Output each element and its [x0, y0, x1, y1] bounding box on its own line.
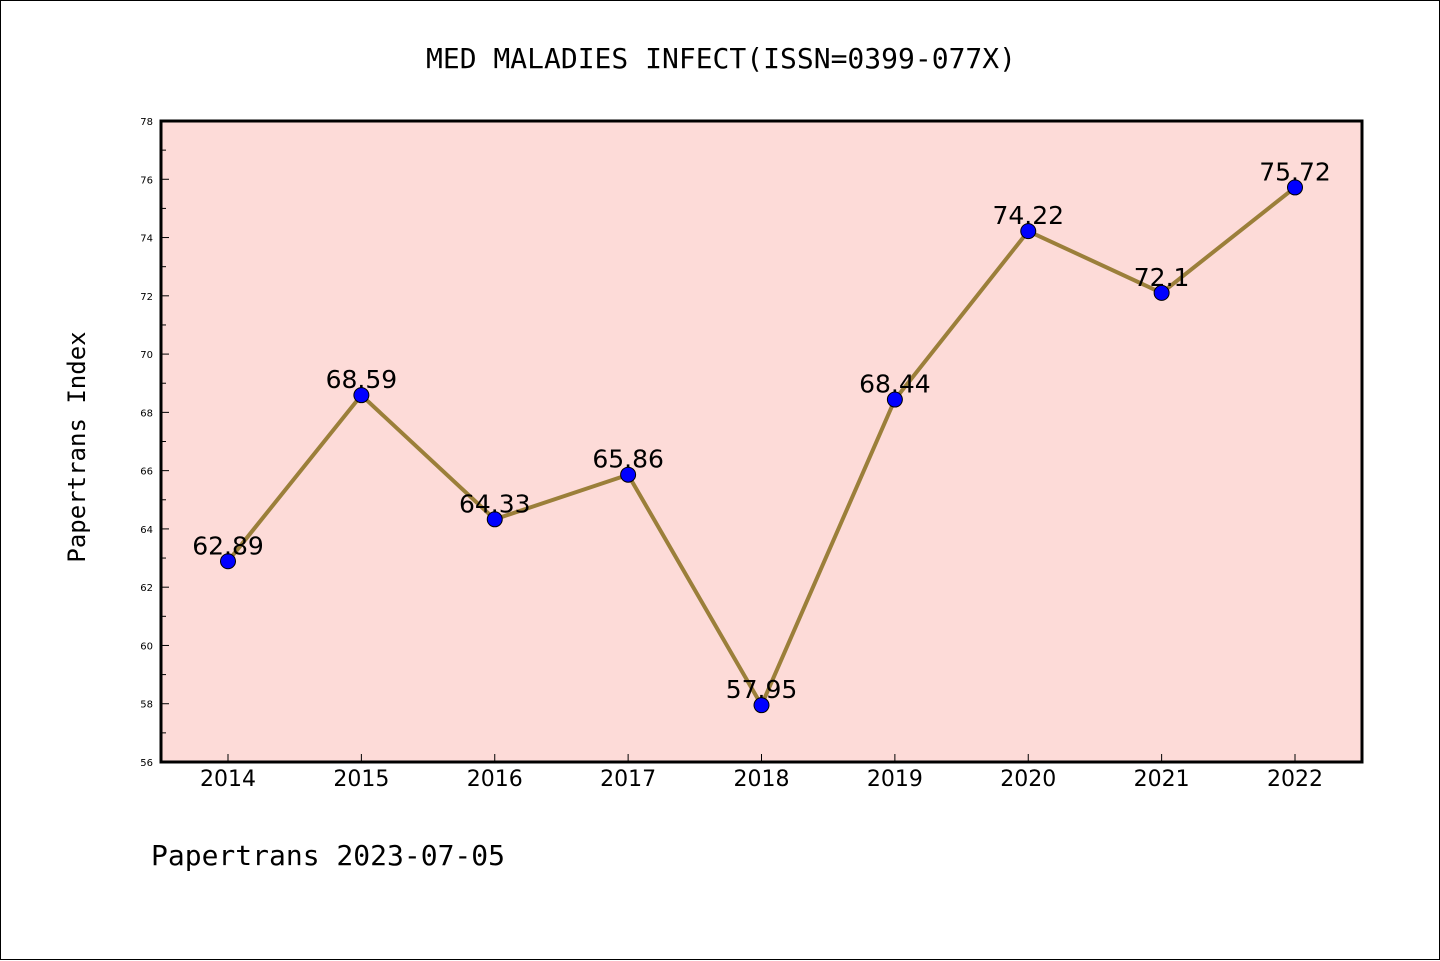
- data-label: 65.86: [592, 445, 664, 474]
- y-tick-label: 64: [140, 525, 153, 536]
- y-tick-label: 74: [140, 234, 153, 245]
- data-label: 62.89: [192, 531, 264, 560]
- x-tick-label: 2018: [734, 767, 790, 792]
- data-label: 72.1: [1134, 263, 1190, 292]
- x-tick-label: 2022: [1267, 767, 1323, 792]
- data-label: 68.59: [326, 365, 398, 394]
- data-point-marker: [1287, 179, 1303, 196]
- y-tick-label: 76: [140, 175, 153, 186]
- x-tick-label: 2015: [333, 767, 389, 792]
- x-tick-label: 2020: [1000, 767, 1056, 792]
- series-line-group: [220, 179, 1303, 714]
- y-tick-label: 66: [140, 467, 153, 478]
- x-tick-label: 2016: [467, 767, 523, 792]
- y-tick-label: 78: [140, 117, 153, 128]
- y-tick-label: 68: [140, 408, 153, 419]
- x-axis: 2014 2015 2016 2017 2018 2019 2020 2021 2022: [200, 754, 1323, 792]
- data-point-marker: [620, 466, 637, 483]
- data-labels: 62.89 68.59 64.33 65.86 57.95 68.44 74.22 72.1 7…: [192, 157, 1331, 704]
- y-tick-label: 58: [140, 700, 153, 711]
- y-tick-label: 72: [140, 292, 153, 303]
- x-tick-label: 2021: [1134, 767, 1190, 792]
- y-tick-label: 60: [140, 641, 153, 652]
- data-point-marker: [220, 553, 236, 570]
- plot-border: [159, 119, 1364, 764]
- chart-title: MED MALADIES INFECT(ISSN=0399-077X): [426, 42, 1016, 75]
- data-label: 75.72: [1259, 157, 1331, 186]
- data-label: 74.22: [992, 201, 1064, 230]
- x-tick-label: 2017: [600, 767, 656, 792]
- x-tick-label: 2014: [200, 767, 256, 792]
- y-tick-label: 62: [140, 583, 153, 594]
- y-tick-label: 56: [140, 758, 153, 769]
- y-tick-label: 70: [140, 350, 153, 361]
- data-point-marker: [1020, 223, 1037, 240]
- data-point-marker: [353, 387, 370, 404]
- data-label: 64.33: [459, 489, 531, 518]
- footer-date: Papertrans 2023-07-05: [151, 839, 505, 872]
- data-point-marker: [1153, 284, 1170, 301]
- x-tick-label: 2019: [867, 767, 923, 792]
- data-point-marker: [486, 511, 503, 528]
- y-axis: 56 58 60 62 64 66 68 70 72 74 76 78: [140, 117, 169, 769]
- data-label: 68.44: [859, 370, 931, 399]
- data-point-marker: [753, 697, 770, 714]
- data-point-marker: [886, 391, 903, 408]
- data-label: 57.95: [726, 675, 798, 704]
- plot-area: [161, 121, 1362, 762]
- y-axis-label: Papertrans Index: [63, 331, 91, 562]
